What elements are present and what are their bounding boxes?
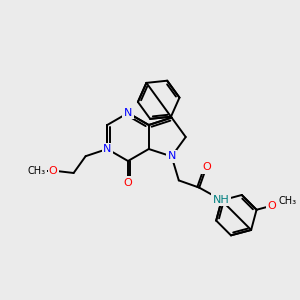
Text: NH: NH xyxy=(212,195,229,205)
Text: CH₃: CH₃ xyxy=(279,196,297,206)
Text: O: O xyxy=(202,162,211,172)
Text: N: N xyxy=(103,144,111,154)
Text: N: N xyxy=(124,108,132,118)
Text: O: O xyxy=(267,201,276,211)
Text: N: N xyxy=(167,152,176,161)
Text: O: O xyxy=(124,178,132,188)
Text: CH₃: CH₃ xyxy=(27,166,46,176)
Text: O: O xyxy=(49,166,58,176)
